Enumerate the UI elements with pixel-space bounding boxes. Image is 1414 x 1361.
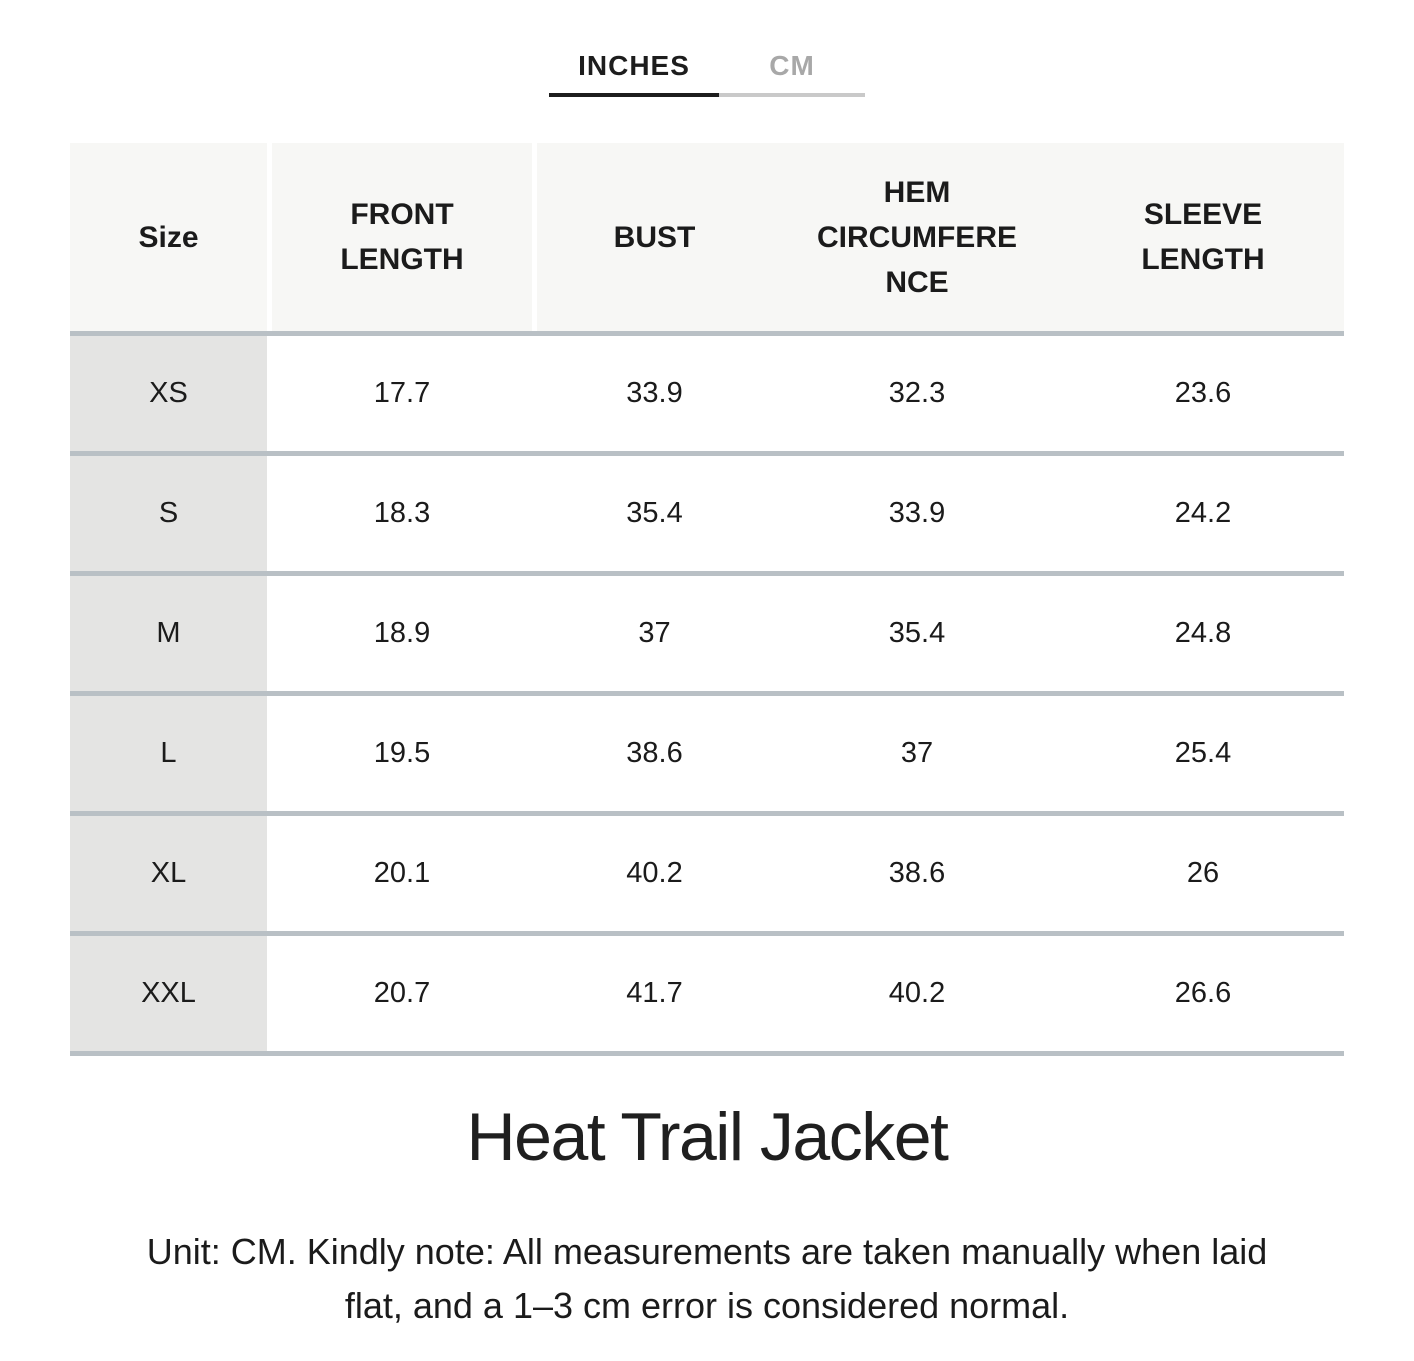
measurement-cell: 33.9 bbox=[537, 336, 772, 451]
column-header-front-length: FRONT LENGTH bbox=[272, 143, 532, 331]
table-row: M 18.9 37 35.4 24.8 bbox=[70, 576, 1344, 691]
tab-inches[interactable]: INCHES bbox=[549, 50, 719, 97]
row-divider bbox=[70, 1051, 1344, 1056]
tab-cm[interactable]: CM bbox=[719, 50, 865, 97]
table-row: XL 20.1 40.2 38.6 26 bbox=[70, 816, 1344, 931]
size-label-cell: XL bbox=[70, 816, 267, 931]
measurement-cell: 26 bbox=[1062, 816, 1344, 931]
column-header-hem-circumference: HEM CIRCUMFERENCE bbox=[772, 143, 1062, 331]
measurement-note: Unit: CM. Kindly note: All measurements … bbox=[0, 1225, 1414, 1333]
measurement-cell: 20.7 bbox=[272, 936, 532, 1051]
measurement-cell: 18.9 bbox=[272, 576, 532, 691]
size-label-cell: XXL bbox=[70, 936, 267, 1051]
measurement-cell: 17.7 bbox=[272, 336, 532, 451]
size-label-cell: S bbox=[70, 456, 267, 571]
note-line-1: Unit: CM. Kindly note: All measurements … bbox=[146, 1231, 1268, 1273]
column-header-label: SLEEVE LENGTH bbox=[1141, 198, 1265, 276]
measurement-cell: 40.2 bbox=[537, 816, 772, 931]
column-header-sleeve-length: SLEEVE LENGTH bbox=[1062, 143, 1344, 331]
table-header-row: Size FRONT LENGTH BUST HEM CIRCUMFERENCE… bbox=[70, 143, 1344, 331]
measurement-cell: 23.6 bbox=[1062, 336, 1344, 451]
column-header-label: HEM CIRCUMFERENCE bbox=[817, 175, 1017, 299]
table-row: XS 17.7 33.9 32.3 23.6 bbox=[70, 336, 1344, 451]
measurement-cell: 35.4 bbox=[537, 456, 772, 571]
measurement-cell: 26.6 bbox=[1062, 936, 1344, 1051]
column-header-label: BUST bbox=[613, 220, 696, 254]
measurement-cell: 25.4 bbox=[1062, 696, 1344, 811]
row-divider bbox=[70, 811, 1344, 816]
note-line-2: flat, and a 1–3 cm error is considered n… bbox=[344, 1285, 1070, 1327]
measurement-cell: 38.6 bbox=[537, 696, 772, 811]
measurement-cell: 24.2 bbox=[1062, 456, 1344, 571]
measurement-cell: 33.9 bbox=[772, 456, 1062, 571]
measurement-cell: 18.3 bbox=[272, 456, 532, 571]
measurement-cell: 40.2 bbox=[772, 936, 1062, 1051]
size-label-cell: M bbox=[70, 576, 267, 691]
row-divider bbox=[70, 931, 1344, 936]
column-header-label: FRONT LENGTH bbox=[340, 198, 464, 276]
measurement-cell: 24.8 bbox=[1062, 576, 1344, 691]
unit-tabs: INCHES CM bbox=[0, 0, 1414, 97]
table-body: XS 17.7 33.9 32.3 23.6 S 18.3 35.4 33.9 24.2 M 18.9… bbox=[70, 331, 1344, 1056]
column-header-size: Size bbox=[70, 143, 267, 331]
size-label-cell: L bbox=[70, 696, 267, 811]
row-divider bbox=[70, 571, 1344, 576]
measurement-cell: 37 bbox=[537, 576, 772, 691]
measurement-cell: 38.6 bbox=[772, 816, 1062, 931]
measurement-cell: 41.7 bbox=[537, 936, 772, 1051]
measurement-cell: 32.3 bbox=[772, 336, 1062, 451]
row-divider bbox=[70, 331, 1344, 336]
column-header-bust: BUST bbox=[537, 143, 772, 331]
row-divider bbox=[70, 691, 1344, 696]
measurement-cell: 20.1 bbox=[272, 816, 532, 931]
measurement-cell: 19.5 bbox=[272, 696, 532, 811]
row-divider bbox=[70, 451, 1344, 456]
size-label-cell: XS bbox=[70, 336, 267, 451]
column-header-label: Size bbox=[138, 220, 199, 254]
table-row: L 19.5 38.6 37 25.4 bbox=[70, 696, 1344, 811]
table-row: XXL 20.7 41.7 40.2 26.6 bbox=[70, 936, 1344, 1051]
measurement-cell: 35.4 bbox=[772, 576, 1062, 691]
table-row: S 18.3 35.4 33.9 24.2 bbox=[70, 456, 1344, 571]
size-chart-table: Size FRONT LENGTH BUST HEM CIRCUMFERENCE… bbox=[70, 143, 1344, 1056]
product-title: Heat Trail Jacket bbox=[466, 1099, 949, 1175]
measurement-cell: 37 bbox=[772, 696, 1062, 811]
